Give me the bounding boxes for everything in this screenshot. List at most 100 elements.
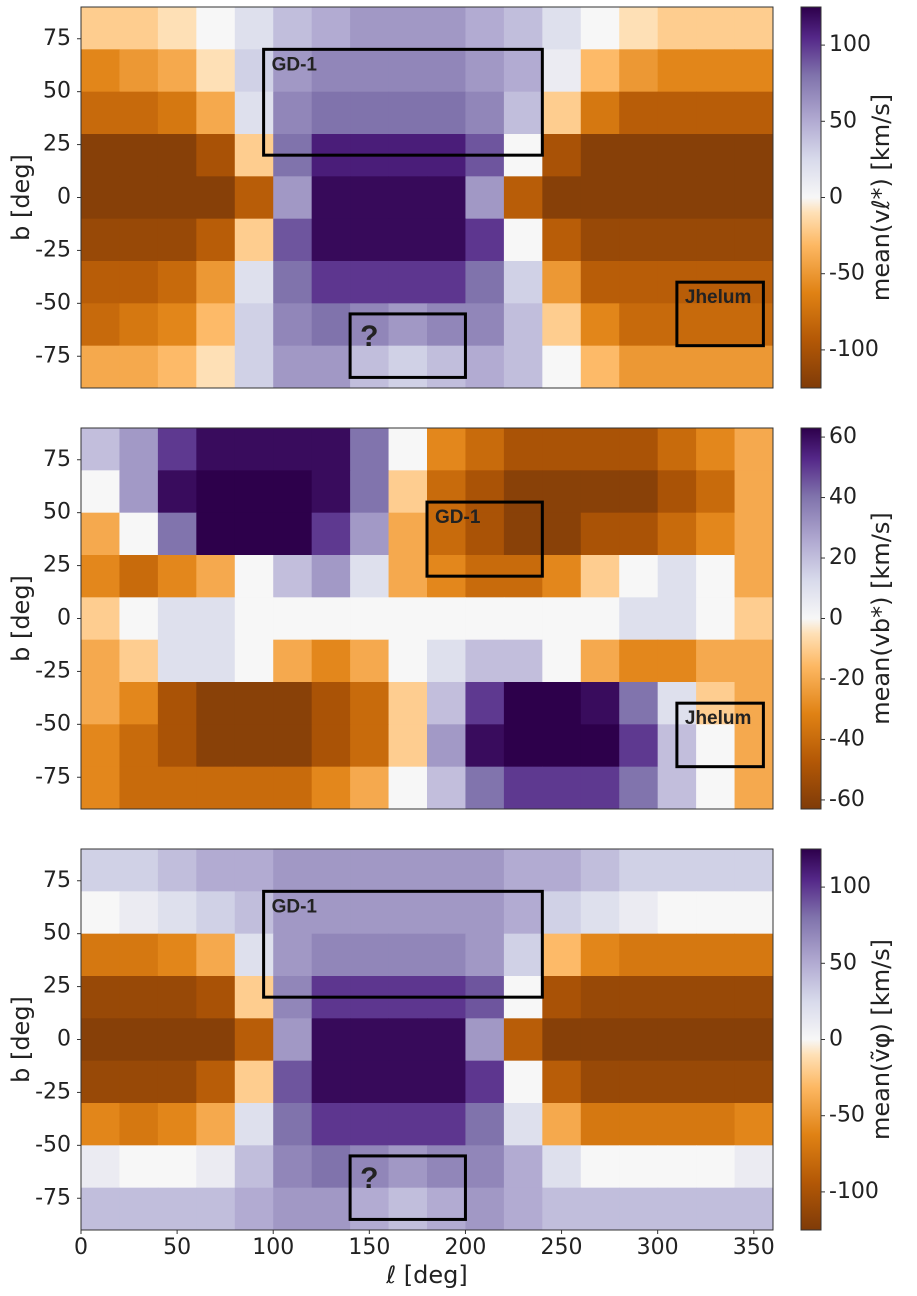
heat-cell — [350, 91, 390, 135]
heat-cell — [311, 891, 351, 935]
heat-cell — [542, 49, 582, 93]
heat-cell — [119, 1060, 159, 1104]
heat-cell — [657, 1187, 697, 1231]
y-tick-label: 75 — [43, 447, 71, 472]
heat-cell — [157, 303, 197, 347]
heat-cell — [234, 1187, 274, 1231]
colorbar — [800, 427, 822, 810]
x-tick-label: 250 — [541, 1235, 583, 1260]
heat-cell — [503, 766, 543, 810]
heat-cell — [580, 303, 620, 347]
heat-cell — [542, 176, 582, 220]
heat-cell — [157, 49, 197, 93]
colorbar-tick-label: -50 — [829, 261, 865, 286]
y-tick-label: -50 — [35, 711, 71, 736]
heat-cell — [542, 555, 582, 598]
heat-cell — [734, 303, 774, 347]
heat-cell — [503, 470, 543, 514]
heat-cell — [657, 766, 697, 810]
x-tick-label: 100 — [252, 1235, 294, 1260]
heat-cell — [81, 49, 120, 93]
heat-cell — [273, 91, 313, 135]
colorbar-tick-label: -100 — [829, 1179, 879, 1204]
heat-cell — [350, 7, 390, 50]
heat-cell — [81, 470, 120, 514]
heat-cell — [503, 176, 543, 220]
heat-cell — [580, 555, 620, 598]
heat-cell — [273, 597, 313, 641]
heat-cell — [388, 1145, 428, 1189]
heat-cell — [311, 176, 351, 220]
heat-cell — [427, 428, 466, 471]
heat-cell — [542, 891, 582, 935]
heat-cell — [503, 218, 543, 262]
heat-cell — [734, 976, 774, 1019]
heat-cell — [350, 261, 390, 304]
heat-cell — [350, 470, 390, 514]
heat-cell — [311, 218, 351, 262]
heat-cell — [657, 597, 697, 641]
heat-cell — [388, 682, 428, 725]
heat-cell — [350, 766, 390, 810]
colorbar-tick-label: 0 — [829, 1027, 843, 1052]
heat-cell — [503, 1103, 543, 1146]
heat-cell — [503, 849, 543, 892]
region-box — [348, 1154, 467, 1221]
heat-cell — [388, 261, 428, 304]
heat-cell — [350, 1018, 390, 1062]
heat-cell — [619, 555, 659, 598]
heat-cell — [503, 933, 543, 977]
heat-cell — [657, 218, 697, 262]
heat-cell — [157, 891, 197, 935]
heat-cell — [311, 1103, 351, 1146]
heat-cell — [427, 849, 466, 892]
heat-cell — [157, 1103, 197, 1146]
heat-cell — [234, 345, 274, 389]
heat-cell — [234, 766, 274, 810]
colorbar-tick-label: 50 — [829, 108, 857, 133]
y-axis-label: b [deg] — [7, 575, 35, 662]
heat-cell — [234, 891, 274, 935]
heat-cell — [696, 176, 736, 220]
heat-cell — [350, 891, 390, 935]
heat-cell — [81, 682, 120, 725]
heat-cell — [465, 849, 505, 892]
heat-cell — [234, 49, 274, 93]
heat-cell — [696, 512, 736, 556]
heat-cell — [350, 1145, 390, 1189]
heat-cell — [273, 218, 313, 262]
heat-cell — [81, 7, 120, 50]
heat-cell — [388, 428, 428, 471]
heat-cell — [311, 261, 351, 304]
heat-cell — [657, 976, 697, 1019]
heat-cell — [734, 1103, 774, 1146]
heat-cell — [157, 1060, 197, 1104]
heat-cell — [427, 345, 466, 389]
heat-cell — [196, 724, 236, 768]
heat-cell — [273, 428, 313, 471]
heat-cell — [388, 1103, 428, 1146]
heat-cell — [388, 891, 428, 935]
heat-cell — [580, 891, 620, 935]
heat-cell — [465, 682, 505, 725]
heat-cell — [580, 1018, 620, 1062]
heat-cell — [119, 1103, 159, 1146]
y-tick-label: -75 — [35, 1185, 71, 1210]
heat-cell — [196, 849, 236, 892]
heat-cell — [696, 1187, 736, 1231]
heat-cell — [657, 891, 697, 935]
y-tick-label: -75 — [35, 764, 71, 789]
heat-cell — [619, 891, 659, 935]
heat-cell — [81, 345, 120, 389]
heat-cell — [157, 428, 197, 471]
heat-cell — [619, 134, 659, 177]
heat-cell — [427, 512, 466, 556]
heat-cell — [157, 933, 197, 977]
heat-cell — [580, 512, 620, 556]
heat-cell — [273, 176, 313, 220]
heat-cell — [619, 933, 659, 977]
heat-cell — [196, 933, 236, 977]
x-tick-label: 300 — [637, 1235, 679, 1260]
heat-cell — [234, 682, 274, 725]
heat-cell — [196, 1018, 236, 1062]
